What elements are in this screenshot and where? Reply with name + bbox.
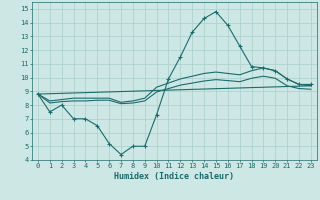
X-axis label: Humidex (Indice chaleur): Humidex (Indice chaleur) [115, 172, 234, 181]
